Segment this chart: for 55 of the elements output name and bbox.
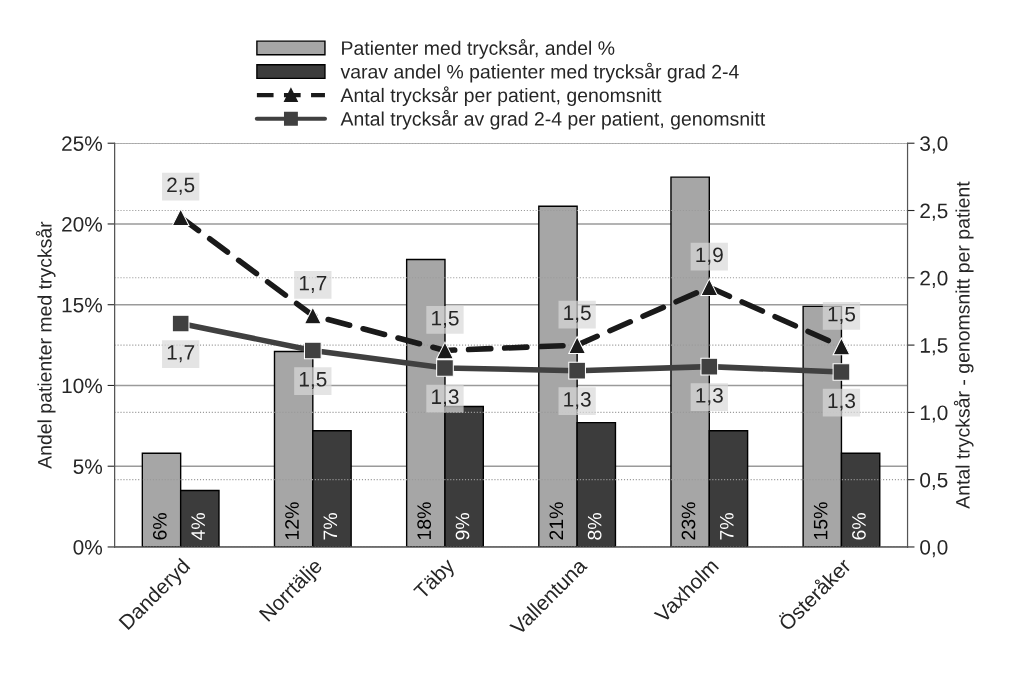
point xyxy=(436,341,454,360)
point xyxy=(436,359,454,377)
data-label: 4% xyxy=(191,513,205,541)
y2-tick-label: 1,5 xyxy=(920,338,948,356)
data-label: 21% xyxy=(549,502,564,540)
y2-tick-label: 0,0 xyxy=(920,539,948,558)
data-label: 8% xyxy=(587,513,602,540)
y-tick-label: 10% xyxy=(62,378,103,394)
y2-tick-label: 2,0 xyxy=(920,270,948,289)
y-tick-label: 20% xyxy=(62,216,103,232)
data-label: 1,3 xyxy=(828,393,856,411)
point xyxy=(171,208,190,227)
legend-label: Antal trycksår per patient, genomsnitt xyxy=(340,86,662,107)
data-label: 1,9 xyxy=(696,247,723,265)
data-label: 18% xyxy=(417,502,432,540)
data-label: 23% xyxy=(681,502,696,540)
y2-tick-label: 2,5 xyxy=(920,203,948,221)
point xyxy=(303,341,322,360)
y2-tick-label: 1,0 xyxy=(920,405,948,423)
data-label: 1,3 xyxy=(696,388,723,406)
data-label: 1,3 xyxy=(432,389,459,407)
legend-label: varav andel % patienter med trycksår grad 2-4 xyxy=(340,62,739,83)
data-label: 15% xyxy=(813,502,828,540)
data-label: 1,7 xyxy=(167,345,195,363)
data-label: 7% xyxy=(719,513,734,540)
data-label: 1,3 xyxy=(564,392,591,410)
y2-tick-label: 0,5 xyxy=(920,472,948,490)
y-tick-label: 15% xyxy=(62,297,103,313)
data-label: 1,5 xyxy=(564,305,591,323)
legend-label: Patienter med trycksår, andel % xyxy=(342,39,615,59)
point xyxy=(700,357,719,376)
point xyxy=(832,363,851,381)
legend-label: Antal trycksår av grad 2-4 per patient, genomsnitt xyxy=(340,109,766,130)
y-tick-label: 0% xyxy=(73,539,103,555)
data-label: 1,5 xyxy=(432,310,459,328)
y-tick-label: 25% xyxy=(62,136,103,151)
point xyxy=(700,278,719,297)
y-tick-label: 5% xyxy=(73,459,103,474)
data-label: 2,5 xyxy=(167,177,195,195)
point xyxy=(171,314,190,333)
data-label: 1,7 xyxy=(299,275,327,293)
y2-tick-label: 3,0 xyxy=(920,136,948,154)
data-label: 6% xyxy=(852,513,866,540)
point xyxy=(303,306,322,325)
y-axis-title: Andel patienter med trycksår xyxy=(35,221,56,469)
data-label: 12% xyxy=(285,502,299,540)
data-label: 9% xyxy=(455,513,470,540)
data-label: 1,5 xyxy=(299,372,327,390)
data-label: 6% xyxy=(152,513,167,540)
point xyxy=(568,361,586,380)
point xyxy=(568,336,586,354)
point xyxy=(832,337,851,356)
data-label: 7% xyxy=(323,513,338,540)
y2-axis-title: Antal trycksår - genomsnitt per patient xyxy=(953,181,974,509)
data-label: 1,5 xyxy=(828,306,856,324)
